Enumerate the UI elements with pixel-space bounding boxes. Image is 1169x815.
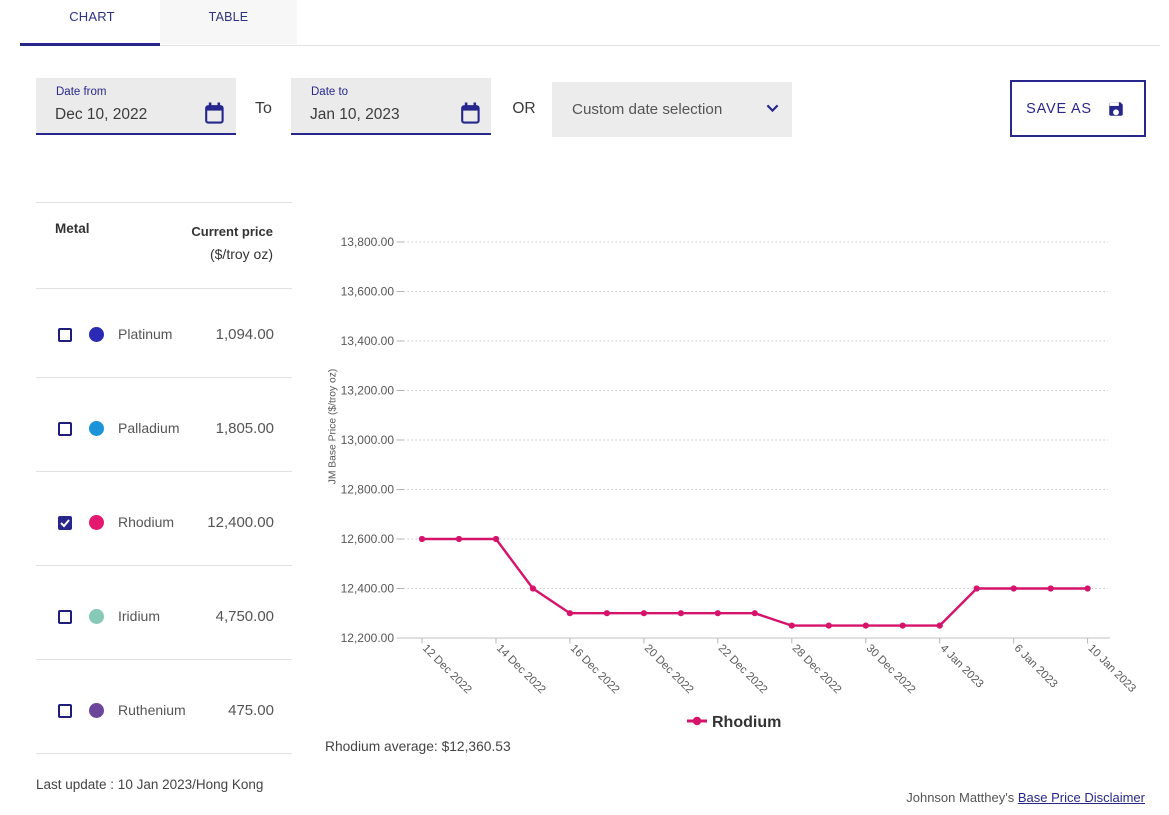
svg-text:12,200.00: 12,200.00 bbox=[341, 631, 395, 645]
svg-text:30 Dec 2022: 30 Dec 2022 bbox=[864, 642, 918, 696]
svg-text:13,400.00: 13,400.00 bbox=[341, 334, 395, 348]
svg-text:20 Dec 2022: 20 Dec 2022 bbox=[642, 642, 696, 696]
svg-text:22 Dec 2022: 22 Dec 2022 bbox=[716, 642, 770, 696]
svg-text:JM Base Price ($/troy oz): JM Base Price ($/troy oz) bbox=[328, 369, 339, 485]
svg-text:12,400.00: 12,400.00 bbox=[341, 582, 395, 596]
svg-text:13,000.00: 13,000.00 bbox=[341, 433, 395, 447]
svg-text:12,600.00: 12,600.00 bbox=[341, 532, 395, 546]
svg-text:13,200.00: 13,200.00 bbox=[341, 384, 395, 398]
svg-text:13,800.00: 13,800.00 bbox=[341, 235, 395, 249]
svg-text:13,600.00: 13,600.00 bbox=[341, 285, 395, 299]
svg-text:12 Dec 2022: 12 Dec 2022 bbox=[420, 642, 474, 696]
svg-text:Rhodium: Rhodium bbox=[712, 714, 781, 731]
svg-text:10 Jan 2023: 10 Jan 2023 bbox=[1085, 642, 1137, 694]
svg-text:14 Dec 2022: 14 Dec 2022 bbox=[494, 642, 548, 696]
svg-text:28 Dec 2022: 28 Dec 2022 bbox=[790, 642, 844, 696]
svg-text:6 Jan 2023: 6 Jan 2023 bbox=[1012, 642, 1060, 690]
svg-text:16 Dec 2022: 16 Dec 2022 bbox=[568, 642, 622, 696]
svg-text:12,800.00: 12,800.00 bbox=[341, 483, 395, 497]
svg-text:4 Jan 2023: 4 Jan 2023 bbox=[938, 642, 986, 690]
